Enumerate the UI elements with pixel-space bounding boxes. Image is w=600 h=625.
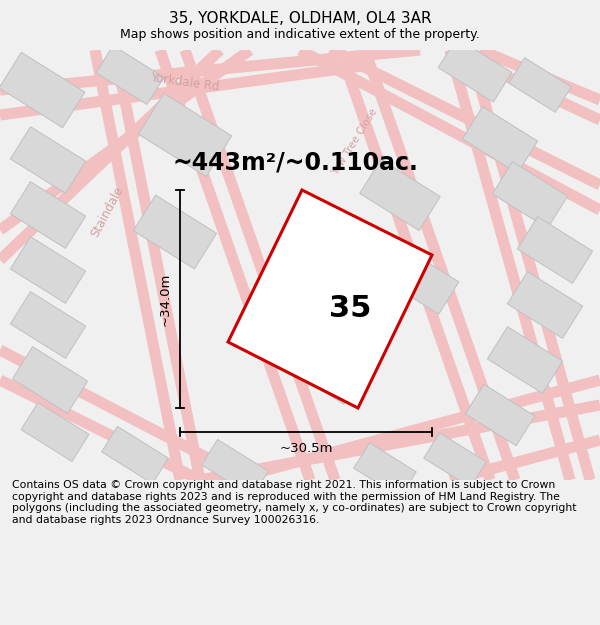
Polygon shape (13, 347, 88, 413)
Text: Yorkdale Rd: Yorkdale Rd (150, 71, 220, 93)
Polygon shape (101, 426, 169, 484)
Polygon shape (10, 237, 86, 303)
Text: Yew Tree Close: Yew Tree Close (331, 107, 380, 177)
Polygon shape (465, 384, 535, 446)
Polygon shape (360, 159, 440, 231)
Polygon shape (10, 127, 86, 193)
Polygon shape (21, 402, 89, 461)
Polygon shape (96, 46, 164, 104)
Polygon shape (0, 52, 85, 127)
Polygon shape (487, 327, 563, 393)
Polygon shape (438, 38, 512, 102)
Polygon shape (228, 190, 432, 408)
Text: 35, YORKDALE, OLDHAM, OL4 3AR: 35, YORKDALE, OLDHAM, OL4 3AR (169, 11, 431, 26)
Polygon shape (508, 272, 583, 338)
Polygon shape (202, 439, 268, 497)
Polygon shape (139, 94, 232, 176)
Polygon shape (354, 442, 416, 498)
Polygon shape (463, 107, 538, 173)
Text: ~443m²/~0.110ac.: ~443m²/~0.110ac. (172, 151, 418, 175)
Text: ~30.5m: ~30.5m (279, 442, 333, 455)
Text: 35: 35 (329, 294, 371, 323)
Polygon shape (493, 162, 568, 228)
Polygon shape (10, 292, 86, 358)
Polygon shape (286, 336, 364, 404)
Text: ~34.0m: ~34.0m (159, 272, 172, 326)
Polygon shape (517, 217, 593, 283)
Polygon shape (509, 58, 571, 112)
Polygon shape (133, 195, 217, 269)
Text: Contains OS data © Crown copyright and database right 2021. This information is : Contains OS data © Crown copyright and d… (12, 480, 577, 525)
Polygon shape (10, 182, 86, 248)
Polygon shape (424, 432, 486, 488)
Polygon shape (381, 246, 459, 314)
Text: Map shows position and indicative extent of the property.: Map shows position and indicative extent… (120, 28, 480, 41)
Text: Staindale: Staindale (88, 184, 126, 239)
